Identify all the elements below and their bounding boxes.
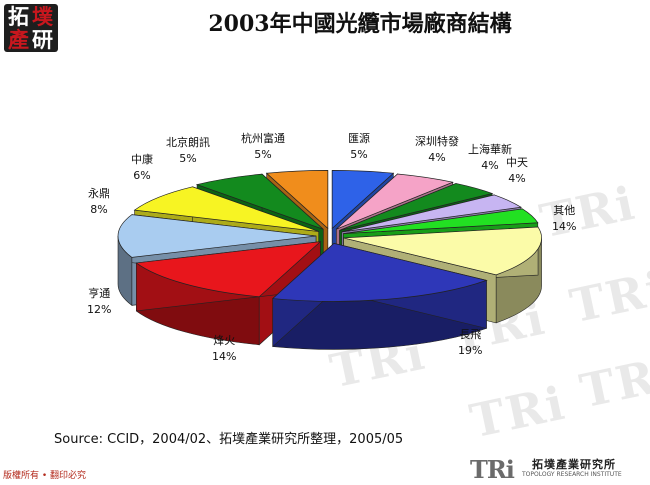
slice-label-shenzhen-tefa: 深圳特發 4% [415,134,459,166]
pie-slice-top [341,194,522,233]
logo-char: 拓 [8,4,29,29]
slice-pct: 5% [254,148,272,161]
slice-pct: 4% [428,151,446,164]
slice-name: 中康 [131,153,153,166]
slice-name: 永鼎 [88,187,110,200]
slice-name: 深圳特發 [415,135,459,148]
slice-pct: 4% [508,172,526,185]
pie-slice-top [339,183,494,231]
slice-label-huiyuan: 匯源 5% [348,131,370,163]
slice-label-zhongtian: 中天 4% [506,155,528,187]
slice-name: 亨通 [88,287,111,300]
pie-slices [117,170,542,350]
logo-char: 研 [32,27,53,52]
slice-label-others: 其他 14% [552,203,576,235]
logo-char: 產 [8,27,29,52]
tri-mark: TRi [470,455,515,484]
slice-label-hengtong: 亨通 12% [87,286,111,318]
source-note: Source: CCID，2004/02、拓墣產業研究所整理，2005/05 [54,432,404,447]
pie-slice-top [343,208,539,234]
slice-label-shanghai-huaxin: 上海華新 4% [468,142,512,174]
slice-label-beijing-lucent: 北京朗訊 5% [166,135,210,167]
pie-slice-top [135,241,322,298]
slice-label-zhongkang: 中康 6% [131,152,153,184]
slice-label-changfei: 長飛 19% [458,327,482,359]
pie-slice-top [336,173,454,230]
logo-char: 墣 [32,4,53,29]
slice-name: 匯源 [348,132,370,145]
slice-pct: 5% [179,152,197,165]
slice-pct: 14% [552,220,577,233]
slice-pct: 19% [458,344,483,357]
slice-pct: 14% [212,350,237,363]
slice-pct: 8% [90,203,108,216]
institute-name-en: TOPOLOGY RESEARCH INSTITUTE [522,471,622,478]
slice-pct: 5% [350,148,368,161]
pie-slice-top [331,170,395,230]
slice-name: 上海華新 [468,143,512,156]
slice-label-yongding: 永鼎 8% [88,186,110,218]
logo: 拓 墣 產 研 [4,4,58,52]
slice-label-fenghuo: 烽火 14% [212,333,236,365]
slice-name: 北京朗訊 [166,136,210,149]
slice-pct: 12% [87,303,112,316]
pie-slice-top [195,173,324,230]
footer-logo: TRi 拓墣產業研究所 TOPOLOGY RESEARCH INSTITUTE [470,455,640,484]
slice-name: 長飛 [459,328,482,341]
pie-slice-top [343,226,542,276]
pie-slice-top [117,214,317,258]
pie-slice-top [265,170,329,230]
institute-name-cn: 拓墣產業研究所 [532,458,616,471]
page-title: 2003年中國光纜市場廠商結構 [208,11,512,37]
slice-pct: 6% [133,169,151,182]
pie-slice-top [133,186,319,232]
copyright-notice: 版權所有 • 翻印必究 [3,471,87,481]
slice-name: 其他 [553,204,576,217]
slice-pct: 4% [481,159,499,172]
slice-label-hangzhou-futong: 杭州富通 5% [241,131,285,163]
pie-slice-changfei [271,242,488,350]
slice-name: 中天 [506,156,528,169]
slice-name: 杭州富通 [241,132,285,145]
pie-slice-top [271,243,488,302]
slice-name: 烽火 [213,334,236,347]
